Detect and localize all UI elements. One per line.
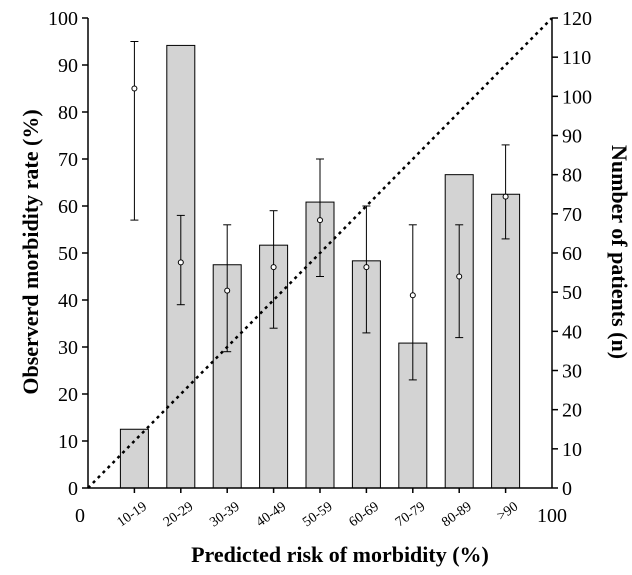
left-tick-label-90: 90 (58, 55, 78, 77)
right-tick-label-0: 0 (562, 478, 572, 500)
x-tick-label-20-29: 20-29 (161, 499, 196, 530)
right-tick-label-120: 120 (562, 8, 592, 30)
right-tick-label-10: 10 (562, 439, 582, 461)
point-40-49 (270, 264, 277, 271)
x-tick-label-30-39: 30-39 (207, 499, 242, 530)
right-tick-label-50: 50 (562, 282, 582, 304)
right-tick-label-20: 20 (562, 400, 582, 422)
x-tick-label-10-19: 10-19 (115, 499, 150, 530)
point->90 (502, 193, 509, 200)
left-tick-label-10: 10 (58, 431, 78, 453)
x-tick-label-80-89: 80-89 (439, 499, 474, 530)
right-tick-label-60: 60 (562, 243, 582, 265)
x-tick-label-70-79: 70-79 (393, 499, 428, 530)
left-tick-label-30: 30 (58, 337, 78, 359)
left-tick-label-80: 80 (58, 102, 78, 124)
x-axis-end-label-start: 0 (75, 505, 85, 527)
x-tick-label->90: >90 (495, 499, 522, 524)
point-20-29 (177, 259, 184, 266)
bar-10-19 (119, 428, 149, 489)
left-tick-label-70: 70 (58, 149, 78, 171)
right-tick-label-90: 90 (562, 126, 582, 148)
point-50-59 (317, 217, 323, 224)
left-tick-label-60: 60 (58, 196, 78, 218)
axes-layer (82, 17, 558, 493)
left-tick-label-20: 20 (58, 384, 78, 406)
left-tick-label-0: 0 (68, 478, 78, 500)
point-80-89 (456, 273, 463, 280)
x-axis-end-label-end: 100 (537, 505, 567, 527)
right-y-axis-title: Number of patients (n) (607, 145, 632, 359)
x-tick-label-60-69: 60-69 (347, 499, 382, 530)
point-30-39 (224, 287, 231, 294)
right-tick-label-100: 100 (562, 86, 592, 108)
x-axis-title: Predicted risk of morbidity (%) (191, 542, 489, 567)
x-tick-label-50-59: 50-59 (300, 499, 335, 530)
right-tick-label-40: 40 (562, 321, 582, 343)
point-70-79 (409, 292, 416, 299)
left-tick-label-100: 100 (48, 8, 78, 30)
left-tick-label-40: 40 (58, 290, 78, 312)
right-tick-label-80: 80 (562, 165, 582, 187)
right-tick-label-70: 70 (562, 204, 582, 226)
left-tick-label-50: 50 (58, 243, 78, 265)
error-bars-layer (130, 41, 510, 381)
x-tick-label-40-49: 40-49 (254, 499, 289, 530)
point-60-69 (363, 264, 370, 271)
point-10-19 (131, 85, 138, 92)
left-y-axis-title: Observerd morbidity rate (%) (18, 109, 43, 394)
bar-40-49 (259, 244, 289, 489)
right-tick-label-110: 110 (562, 47, 591, 69)
right-tick-label-30: 30 (562, 361, 582, 383)
